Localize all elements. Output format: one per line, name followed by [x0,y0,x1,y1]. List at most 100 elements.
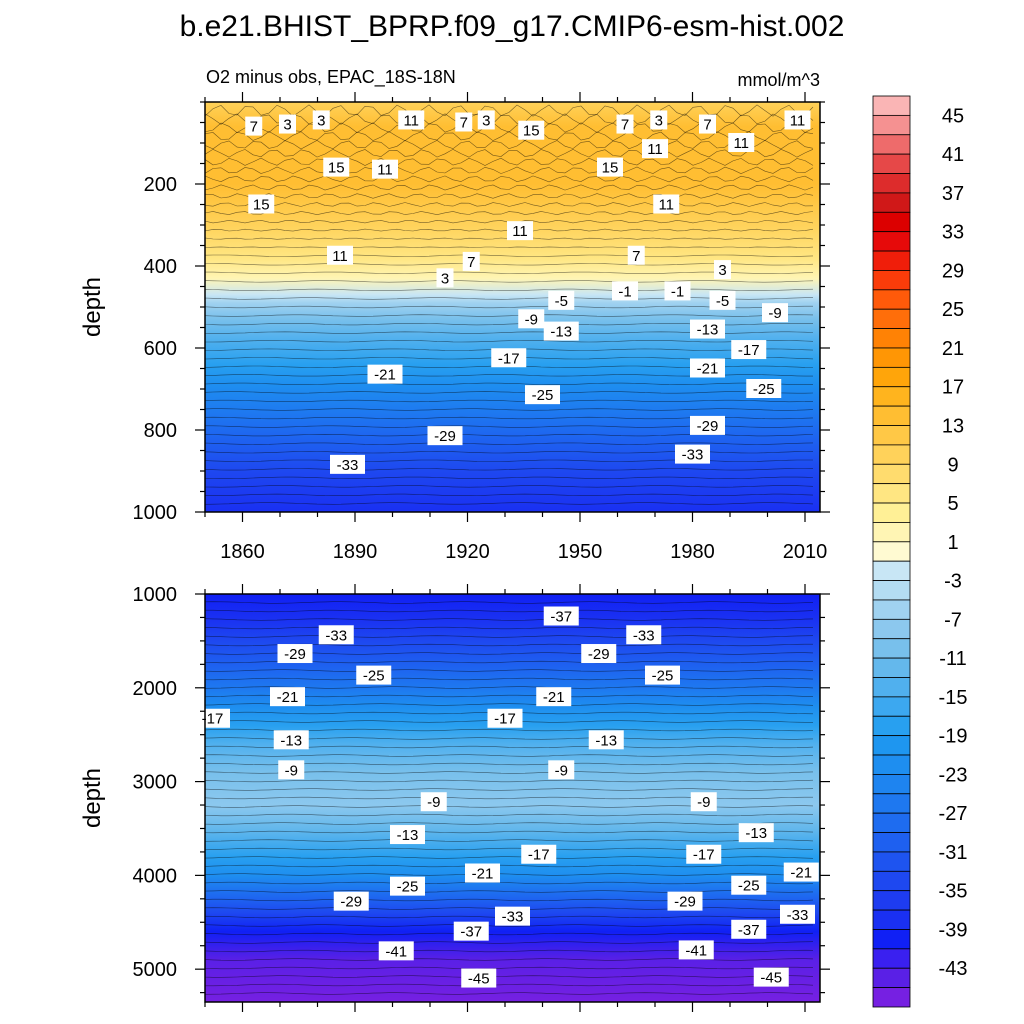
contour-line [204,609,814,613]
contour-label-box [333,891,369,911]
colorbar-swatch [872,715,911,737]
contour-label: -13 [588,730,624,750]
colorbar-swatch [872,987,911,1008]
contour-line [204,966,814,970]
colorbar-swatches [872,95,911,1008]
contour-label-text: -25 [532,387,554,404]
contour-label-box [477,110,495,130]
contour-label-box [588,730,624,750]
contour-label: 7 [627,245,645,265]
contour-label: -29 [667,891,703,911]
contour-label: -9 [518,309,545,329]
colorbar-swatch [872,599,911,620]
contour-label: -21 [367,364,403,384]
contour-label-text: -17 [693,847,715,864]
colorbar-swatch [872,289,911,310]
contour-label: -13 [390,825,425,845]
contour-line [204,873,814,876]
contour-label-box [248,194,275,214]
bottom-axes: 1000 2000 3000 4000 5000 [133,584,830,1012]
contour-label-box [372,159,398,179]
x-tick-label: 1920 [445,541,490,563]
contour-label-text: -13 [280,732,302,749]
contour-label-text: -9 [768,305,781,322]
contour-label-text: -25 [753,381,775,398]
y-tick-label: 5000 [133,959,178,981]
colorbar-tick-label: -31 [939,842,968,864]
bottom-y-axis-label: depth [79,768,106,828]
contour-label-text: -29 [697,418,719,435]
contour-label-text: -41 [385,943,407,960]
contour-label-text: 11 [332,248,348,265]
colorbar-swatch [872,793,911,814]
contour-label: -13 [543,321,579,341]
contour-label-box [690,319,725,339]
colorbar-swatch [872,812,911,833]
colorbar-swatch [872,192,911,213]
contour-label-text: -21 [472,866,494,883]
contour-label: 15 [323,157,350,177]
contour-label-box [543,321,579,341]
contour-label-box [731,340,767,360]
contour-label-text: -33 [502,909,524,926]
contour-label-box [453,921,489,941]
contour-label-text: -41 [685,942,707,959]
colorbar-swatch [872,851,911,872]
contour-label-text: -25 [652,668,674,685]
contour-line [204,635,814,638]
contour-line [204,391,814,394]
contour-label-text: -13 [745,825,767,842]
contour-label: 3 [279,114,296,134]
contour-label: -25 [390,876,425,896]
contour-label: -33 [318,625,354,645]
contour-label: 3 [477,110,495,130]
colorbar-swatch [872,405,911,426]
contour-label-text: -13 [595,732,617,749]
contour-line [204,340,814,343]
contour-label: -9 [420,792,447,812]
contour-line [204,271,814,274]
contour-label-box [548,290,575,310]
contour-label-box [731,919,767,939]
colorbar-tick-label: 29 [942,260,964,282]
contour-label-box [390,876,425,896]
contour-label-box [690,792,717,812]
contour-label: 11 [398,110,425,130]
contour-label-text: 15 [602,160,619,177]
contour-line [204,399,814,403]
contour-line [204,175,814,183]
contour-line [204,451,814,454]
contour-label-text: -33 [337,457,359,474]
y-tick-label: 3000 [133,772,178,794]
contour-line [204,975,814,978]
y-tick-label: 4000 [133,865,178,887]
contour-label-text: 11 [512,223,528,240]
contour-line [204,932,814,936]
colorbar-swatch [872,948,911,969]
colorbar-swatch [872,580,911,601]
contour-label-text: -9 [525,311,538,328]
colorbar-swatch [872,444,911,465]
y-tick-label: 1000 [133,502,178,524]
contour-label-text: 11 [377,162,393,179]
contour-label: 11 [653,194,680,214]
colorbar-tick-label: 45 [942,105,964,127]
contour-line [204,485,814,488]
contour-label: -9 [548,760,575,780]
colorbar-tick-label: 13 [942,416,964,438]
contour-label-text: 7 [703,117,711,134]
contour-label: -21 [690,358,725,378]
colorbar-swatch [872,735,911,756]
colorbar-tick-label: -35 [939,881,968,903]
contour-label: 3 [312,110,330,130]
colorbar-swatch [872,638,911,659]
contour-label-text: -37 [550,609,572,626]
contour-label-text: -1 [618,283,631,300]
contour-label: -17 [195,708,230,728]
contour-label-box [273,730,309,750]
contour-label-text: 11 [647,141,663,158]
colorbar-swatch [872,114,911,136]
contour-label-box [536,687,572,707]
contour-label-box [195,708,230,728]
contour-label: -25 [356,665,392,685]
